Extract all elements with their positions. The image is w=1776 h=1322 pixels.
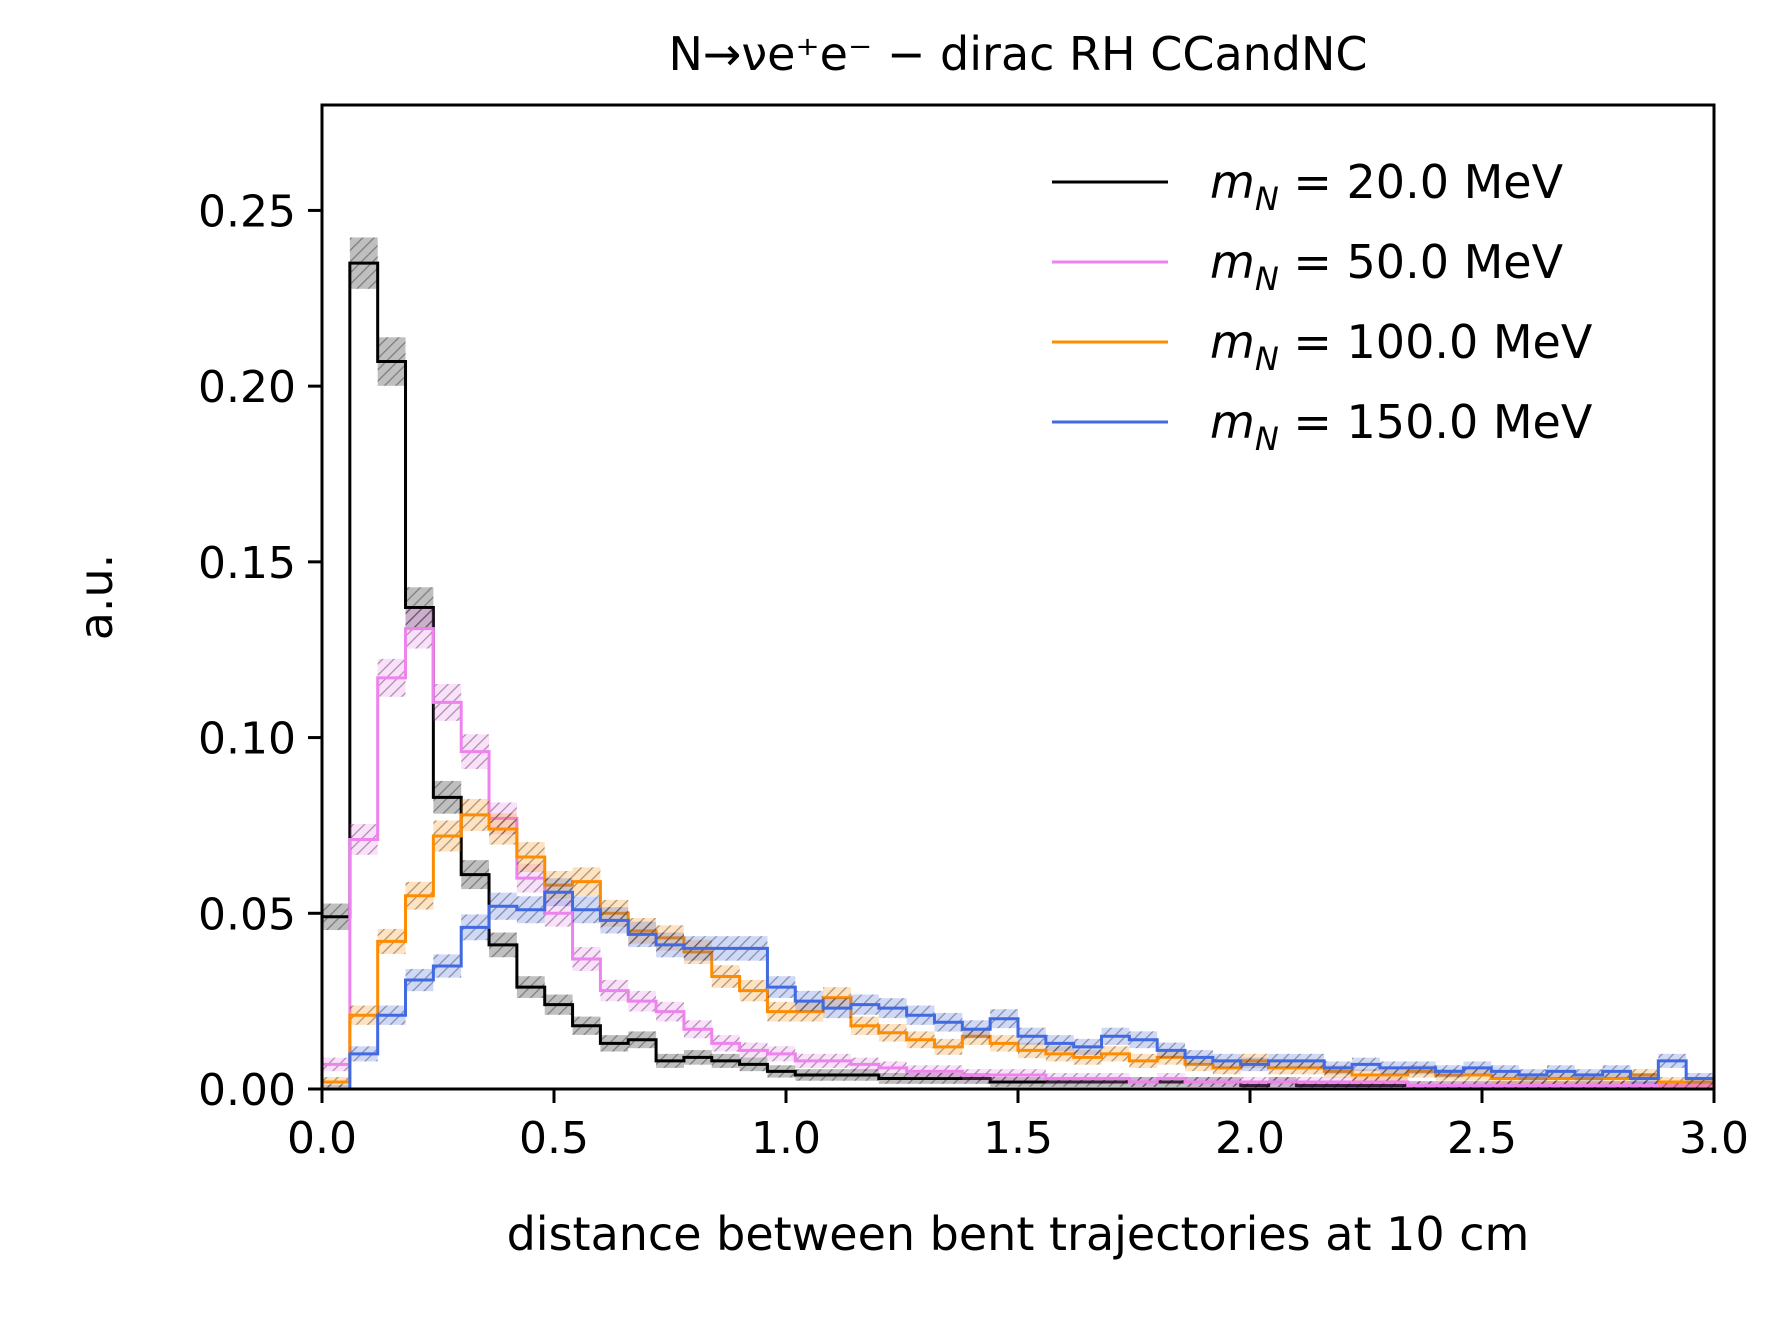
y-axis: 0.00 0.05 0.10 0.15 0.20 0.25 — [198, 186, 322, 1116]
series-4 — [322, 878, 1714, 1091]
legend-label: mN = 100.0 MeV — [1210, 315, 1593, 378]
legend-label: mN = 20.0 MeV — [1210, 155, 1564, 218]
x-tick-label: 2.5 — [1447, 1113, 1517, 1164]
y-tick-label: 0.10 — [198, 714, 296, 765]
x-axis: 0.0 0.5 1.0 1.5 2.0 2.5 3.0 — [287, 1089, 1749, 1164]
y-tick-label: 0.20 — [198, 362, 296, 413]
x-tick-label: 0.0 — [287, 1113, 357, 1164]
y-tick-label: 0.15 — [198, 538, 296, 589]
legend-item: mN = 150.0 MeV — [1052, 395, 1593, 458]
legend-item: mN = 20.0 MeV — [1052, 155, 1564, 218]
x-tick-label: 1.5 — [983, 1113, 1053, 1164]
series-line — [322, 261, 1714, 1087]
x-tick-label: 0.5 — [519, 1113, 589, 1164]
x-axis-label: distance between bent trajectories at 10… — [507, 1207, 1530, 1261]
x-tick-label: 3.0 — [1679, 1113, 1749, 1164]
legend: mN = 20.0 MeV mN = 50.0 MeV mN = 100.0 MeV… — [1052, 155, 1593, 458]
legend-label: mN = 50.0 MeV — [1210, 235, 1564, 298]
plot-area — [322, 237, 1714, 1091]
y-axis-label: a.u. — [69, 554, 123, 641]
legend-item: mN = 100.0 MeV — [1052, 315, 1593, 378]
error-band — [322, 1084, 350, 1089]
chart-title: N→νe⁺e⁻ − dirac RH CCandNC — [668, 27, 1367, 81]
series-line — [322, 890, 1714, 1091]
legend-item: mN = 50.0 MeV — [1052, 235, 1564, 298]
y-tick-label: 0.05 — [198, 889, 296, 940]
x-tick-label: 1.0 — [751, 1113, 821, 1164]
x-tick-label: 2.0 — [1215, 1113, 1285, 1164]
legend-label: mN = 150.0 MeV — [1210, 395, 1593, 458]
y-tick-label: 0.00 — [198, 1065, 296, 1116]
y-tick-label: 0.25 — [198, 186, 296, 237]
